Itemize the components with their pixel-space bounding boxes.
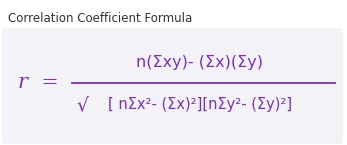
FancyBboxPatch shape: [2, 28, 343, 144]
Text: √: √: [76, 96, 88, 115]
Text: Correlation Coefficient Formula: Correlation Coefficient Formula: [8, 12, 192, 25]
Text: n(Σxy)- (Σx)(Σy): n(Σxy)- (Σx)(Σy): [136, 55, 263, 69]
Text: [ nΣx²- (Σx)²][nΣy²- (Σy)²]: [ nΣx²- (Σx)²][nΣy²- (Σy)²]: [108, 97, 292, 113]
Text: r  =: r =: [18, 74, 58, 93]
